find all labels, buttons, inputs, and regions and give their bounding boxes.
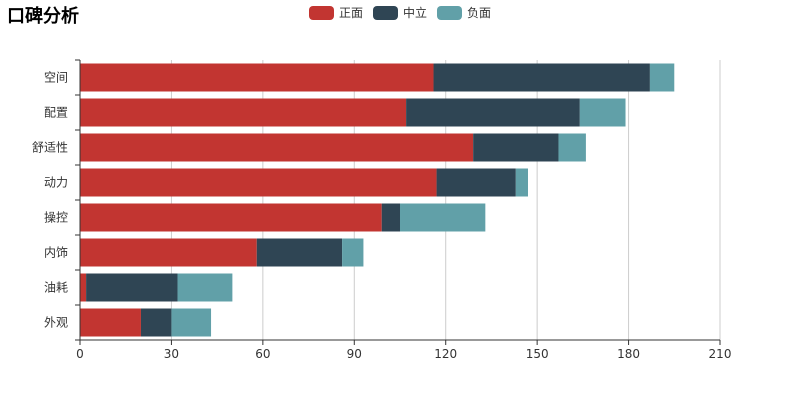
bar-动力-正面[interactable]: [80, 168, 437, 197]
bar-空间-负面[interactable]: [649, 63, 675, 92]
legend-label-positive: 正面: [339, 6, 364, 20]
chart-title: 口碑分析: [7, 6, 79, 27]
y-tick-label-3: 操控: [44, 210, 68, 225]
bar-动力-负面[interactable]: [515, 168, 528, 197]
bar-操控-中立[interactable]: [381, 203, 400, 232]
y-tick-label-1: 油耗: [44, 281, 68, 295]
x-tick-label-4: 120: [434, 347, 457, 361]
x-tick-label-1: 30: [164, 347, 179, 361]
x-tick-label-0: 0: [76, 347, 84, 361]
y-tick-label-5: 舒适性: [32, 141, 68, 155]
bar-配置-负面[interactable]: [579, 98, 626, 127]
bar-动力-中立[interactable]: [436, 168, 516, 197]
x-tick-label-5: 150: [526, 347, 549, 361]
bar-内饰-中立[interactable]: [256, 238, 343, 267]
bar-操控-正面[interactable]: [80, 203, 382, 232]
bar-内饰-负面[interactable]: [342, 238, 364, 267]
bar-配置-中立[interactable]: [406, 98, 580, 127]
bar-油耗-正面[interactable]: [80, 273, 87, 302]
legend-swatch-negative: [437, 5, 463, 20]
bar-舒适性-中立[interactable]: [473, 133, 559, 162]
bar-舒适性-负面[interactable]: [558, 133, 586, 162]
y-tick-label-6: 配置: [44, 106, 68, 120]
legend: 正面 中立 负面: [309, 4, 501, 21]
legend-label-negative: 负面: [467, 6, 492, 20]
legend-item-negative[interactable]: 负面: [437, 4, 491, 21]
bar-外观-负面[interactable]: [171, 308, 212, 337]
legend-item-positive[interactable]: 正面: [309, 4, 363, 21]
y-tick-label-2: 内饰: [44, 246, 68, 260]
x-tick-label-3: 90: [347, 347, 362, 361]
x-tick-label-2: 60: [255, 347, 270, 361]
legend-swatch-positive: [309, 5, 334, 20]
x-tick-label-6: 180: [617, 347, 640, 361]
bar-配置-正面[interactable]: [80, 98, 407, 127]
bar-舒适性-正面[interactable]: [80, 133, 474, 162]
bar-空间-中立[interactable]: [433, 63, 650, 92]
bar-油耗-中立[interactable]: [86, 273, 178, 302]
legend-swatch-neutral: [373, 5, 399, 20]
y-tick-label-7: 空间: [44, 71, 68, 85]
bar-外观-中立[interactable]: [140, 308, 172, 337]
bar-操控-负面[interactable]: [400, 203, 486, 232]
bar-内饰-正面[interactable]: [80, 238, 257, 267]
legend-item-neutral[interactable]: 中立: [373, 4, 427, 21]
bar-外观-正面[interactable]: [80, 308, 141, 337]
bar-空间-正面[interactable]: [80, 63, 434, 92]
legend-label-neutral: 中立: [403, 6, 428, 20]
x-tick-label-7: 210: [709, 347, 732, 361]
y-tick-label-4: 动力: [44, 176, 68, 190]
y-tick-label-0: 外观: [44, 316, 68, 330]
bar-油耗-负面[interactable]: [177, 273, 233, 302]
